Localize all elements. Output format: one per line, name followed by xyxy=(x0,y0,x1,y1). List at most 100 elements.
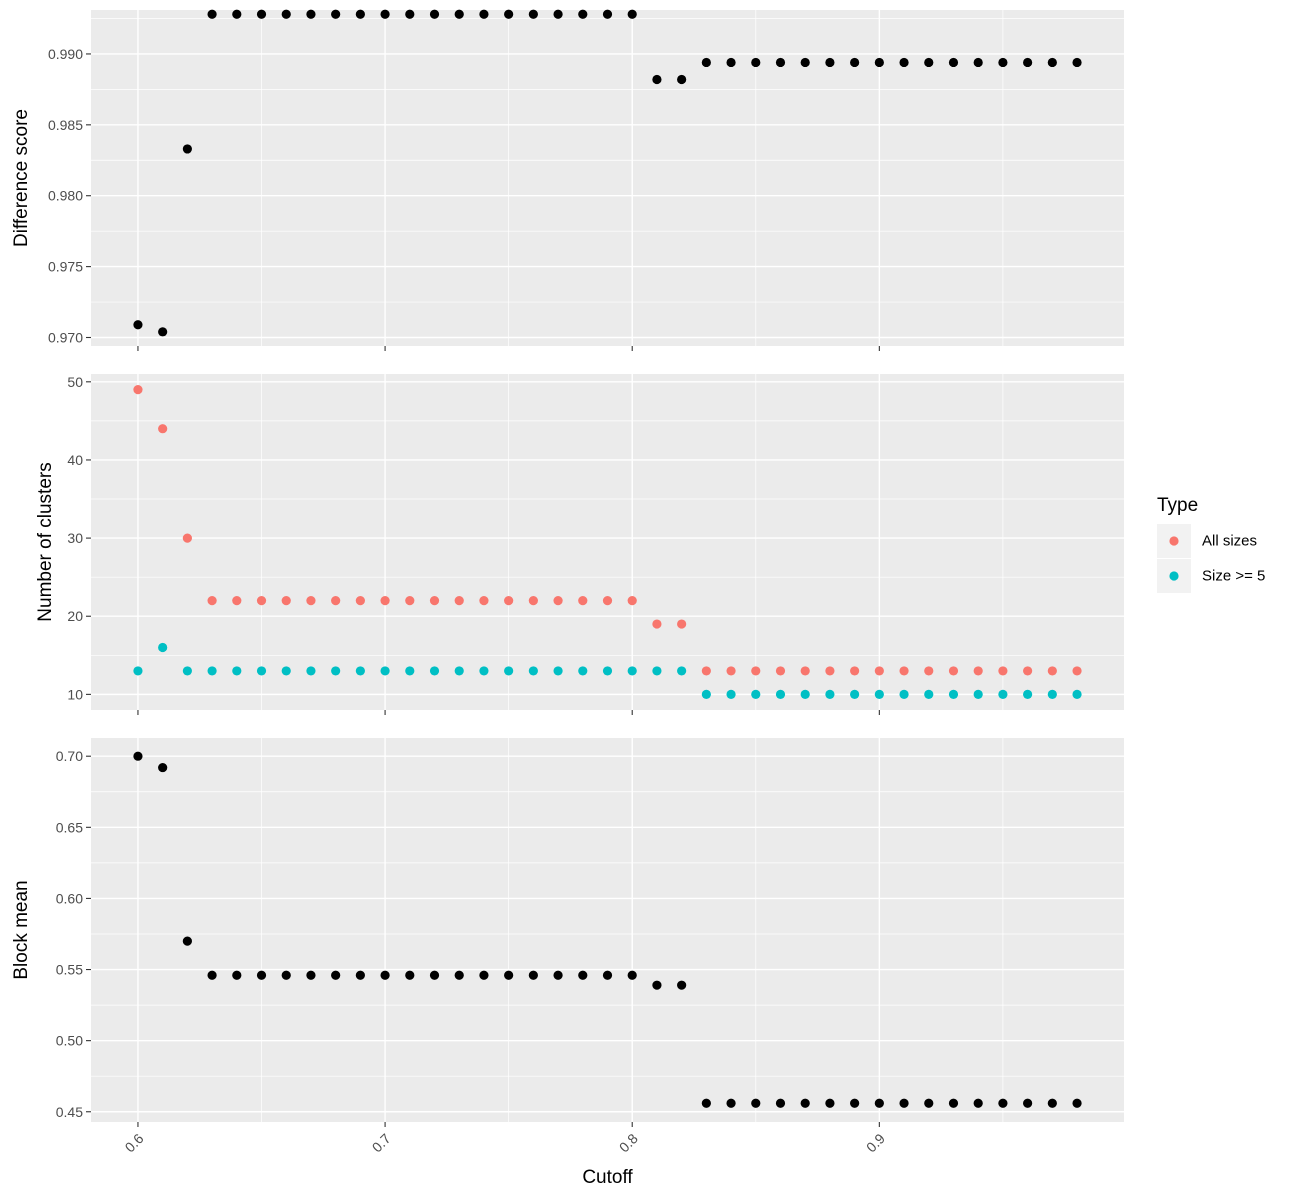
data-point xyxy=(504,596,514,606)
data-point xyxy=(182,144,192,154)
data-point xyxy=(207,9,217,19)
data-point xyxy=(602,596,613,606)
data-point xyxy=(504,9,514,19)
data-point xyxy=(528,666,538,676)
data-point xyxy=(602,970,613,980)
data-point xyxy=(973,666,983,676)
data-point xyxy=(380,666,390,676)
data-point xyxy=(924,57,934,68)
data-point xyxy=(133,666,143,676)
data-point xyxy=(948,689,959,699)
data-point xyxy=(924,666,934,676)
data-point xyxy=(899,57,909,68)
data-point xyxy=(1023,1098,1033,1108)
data-point xyxy=(899,666,909,676)
data-point xyxy=(355,9,365,19)
data-point xyxy=(998,57,1008,68)
data-point xyxy=(331,9,341,19)
data-point xyxy=(306,596,316,606)
data-point xyxy=(751,666,761,676)
data-point xyxy=(627,596,637,606)
data-point xyxy=(1047,57,1057,68)
data-point xyxy=(1072,1098,1082,1108)
data-point xyxy=(751,1098,761,1108)
data-point xyxy=(751,689,761,699)
data-point xyxy=(133,751,143,761)
y-tick-label: 10 xyxy=(67,686,83,702)
panel-background xyxy=(91,374,1124,710)
data-point xyxy=(158,327,168,337)
data-point xyxy=(726,689,736,699)
legend-label: All sizes xyxy=(1202,533,1257,550)
y-tick-label: 0.65 xyxy=(56,819,83,835)
data-point xyxy=(528,9,538,19)
data-point xyxy=(528,596,538,606)
data-point xyxy=(652,980,662,990)
data-point xyxy=(133,385,143,395)
x-tick-label: 0.9 xyxy=(863,1130,888,1155)
data-point xyxy=(232,596,242,606)
data-point xyxy=(1072,57,1082,68)
data-point xyxy=(751,57,761,68)
data-point xyxy=(825,1098,835,1108)
data-point xyxy=(306,970,316,980)
data-point xyxy=(1047,1098,1057,1108)
data-point xyxy=(874,689,884,699)
data-point xyxy=(479,9,489,19)
data-point xyxy=(405,666,415,676)
data-point xyxy=(256,666,267,676)
data-point xyxy=(948,666,959,676)
data-point xyxy=(1023,689,1033,699)
data-point xyxy=(1023,666,1033,676)
data-point xyxy=(627,666,637,676)
y-tick-label: 0.975 xyxy=(48,259,83,275)
data-point xyxy=(380,970,390,980)
data-point xyxy=(726,57,736,68)
data-point xyxy=(133,320,143,330)
data-point xyxy=(207,970,217,980)
data-point xyxy=(973,689,983,699)
x-axis-title: Cutoff xyxy=(582,1167,633,1188)
data-point xyxy=(429,666,440,676)
y-tick-label: 0.990 xyxy=(48,46,83,62)
data-point xyxy=(998,1098,1008,1108)
data-point xyxy=(281,666,291,676)
y-tick-label: 0.980 xyxy=(48,188,83,204)
data-point xyxy=(256,9,267,19)
data-point xyxy=(405,596,415,606)
legend-key-point xyxy=(1169,536,1179,546)
data-point xyxy=(331,970,341,980)
data-point xyxy=(182,533,192,543)
data-point xyxy=(948,57,959,68)
data-point xyxy=(627,9,637,19)
data-point xyxy=(479,666,489,676)
data-point xyxy=(553,9,563,19)
series-2 xyxy=(133,642,1082,699)
panel-background xyxy=(91,738,1124,1122)
panel-2: 10 20 30 40 50 Number of clusters xyxy=(35,374,1124,715)
data-point xyxy=(602,666,613,676)
data-point xyxy=(850,1098,860,1108)
y-tick-label: 0.55 xyxy=(56,962,83,978)
data-point xyxy=(553,970,563,980)
y-tick-label: 0.60 xyxy=(56,890,83,906)
x-tick-label: 0.6 xyxy=(122,1130,147,1155)
data-point xyxy=(627,970,637,980)
data-point xyxy=(429,9,440,19)
data-point xyxy=(701,57,711,68)
data-point xyxy=(775,689,786,699)
data-point xyxy=(454,596,464,606)
data-point xyxy=(479,596,489,606)
y-tick-label: 0.985 xyxy=(48,117,83,133)
data-point xyxy=(182,936,192,946)
data-point xyxy=(1047,689,1057,699)
data-point xyxy=(1047,666,1057,676)
data-point xyxy=(578,596,588,606)
data-point xyxy=(1023,57,1033,68)
data-point xyxy=(800,666,810,676)
data-point xyxy=(158,762,168,773)
y-tick-label: 0.970 xyxy=(48,329,83,345)
legend-label: Size >= 5 xyxy=(1202,568,1265,585)
data-point xyxy=(701,1098,711,1108)
